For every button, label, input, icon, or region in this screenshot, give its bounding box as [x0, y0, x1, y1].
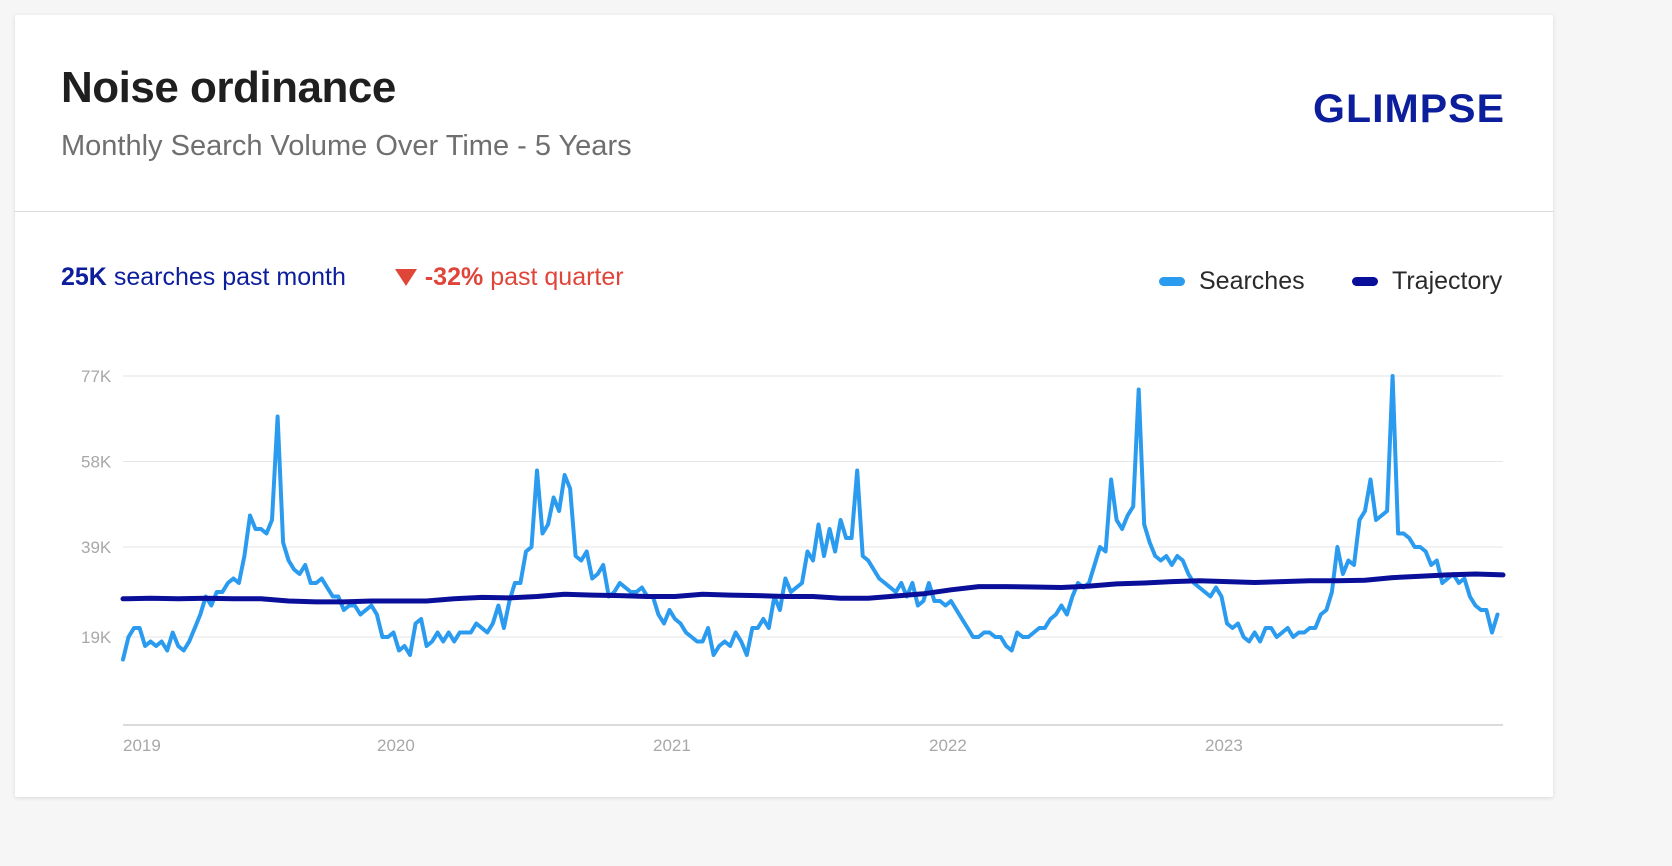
- volume-stat: 25K searches past month: [61, 263, 346, 291]
- legend-item-trajectory[interactable]: Trajectory: [1352, 267, 1502, 296]
- glimpse-logo[interactable]: GLIMPSE: [1313, 88, 1513, 128]
- change-label: past quarter: [490, 263, 624, 291]
- searches-swatch: [1159, 277, 1185, 286]
- logo-text: GLIMPSE: [1313, 88, 1505, 128]
- down-arrow-icon: [394, 269, 417, 286]
- legend-label-trajectory: Trajectory: [1392, 267, 1503, 295]
- series-line-trajectory: [120, 571, 1506, 605]
- legend-label-searches: Searches: [1199, 267, 1305, 295]
- y-tick-label: 39K: [81, 538, 112, 557]
- series-line-searches: [121, 374, 1500, 662]
- change-stat: -32% past quarter: [394, 263, 624, 291]
- y-tick-label: 58K: [81, 453, 112, 472]
- y-tick-label: 19K: [81, 628, 112, 647]
- volume-value: 25K: [61, 263, 107, 291]
- x-tick-label: 2022: [929, 736, 967, 755]
- volume-label: searches past month: [113, 263, 346, 291]
- stats-summary: 25K searches past month -32% past quarte…: [61, 263, 624, 292]
- search-volume-chart: 19K 39K 58K 77K 2019 2020 2021 2022 2023: [81, 367, 1506, 755]
- legend-item-searches[interactable]: Searches: [1159, 267, 1305, 296]
- x-tick-label: 2023: [1205, 736, 1243, 755]
- x-tick-label: 2019: [123, 736, 161, 755]
- change-value: -32%: [424, 263, 484, 291]
- x-tick-label: 2021: [653, 736, 691, 755]
- page-title: Noise ordinance: [61, 63, 396, 112]
- card-header: Noise ordinance Monthly Search Volume Ov…: [15, 15, 1553, 212]
- chart-card: Noise ordinance Monthly Search Volume Ov…: [15, 15, 1553, 797]
- trajectory-swatch: [1352, 277, 1378, 286]
- x-tick-label: 2020: [377, 736, 415, 755]
- y-tick-label: 77K: [81, 367, 112, 386]
- page-subtitle: Monthly Search Volume Over Time - 5 Year…: [61, 130, 632, 162]
